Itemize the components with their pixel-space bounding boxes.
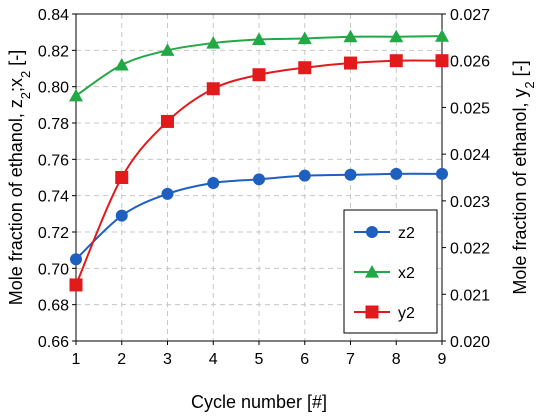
legend-marker	[366, 226, 378, 238]
data-point-z2	[70, 253, 82, 266]
legend: z2 x2 y2	[343, 209, 438, 334]
data-point-z2	[436, 167, 448, 180]
data-point-x2	[69, 88, 83, 102]
data-point-z2	[161, 187, 174, 200]
y-left-tick-label: 0.72	[38, 225, 69, 242]
data-point-x2	[389, 29, 404, 43]
data-point-y2	[344, 56, 357, 70]
y-axis-left-label: Mole fraction of ethanol, z2;x2 [-]	[6, 50, 33, 306]
x-tick-label: 1	[72, 351, 81, 368]
data-point-z2	[207, 176, 220, 189]
x-tick-label: 7	[346, 351, 355, 368]
data-point-y2	[115, 171, 129, 184]
legend-item-x2: x2	[354, 265, 415, 282]
y-left-tick-label: 0.78	[38, 116, 69, 133]
x-tick-label: 9	[438, 351, 447, 368]
x-tick-label: 6	[300, 351, 309, 368]
data-point-z2	[344, 168, 357, 181]
y-right-tick-label: 0.021	[450, 287, 490, 304]
legend-marker	[365, 265, 379, 278]
x-tick-label: 4	[209, 351, 218, 368]
data-point-x2	[343, 29, 358, 43]
data-point-x2	[114, 57, 129, 71]
data-point-y2	[252, 68, 266, 82]
y-left-tick-label: 0.84	[38, 7, 69, 24]
data-point-z2	[115, 209, 128, 222]
data-point-y2	[161, 114, 174, 128]
legend-label: y2	[398, 305, 415, 322]
y-right-tick-label: 0.026	[450, 54, 490, 71]
legend-item-z2: z2	[354, 225, 415, 242]
y-left-tick-label: 0.76	[38, 152, 69, 169]
y-right-tick-label: 0.025	[450, 100, 490, 117]
legend-label: x2	[398, 265, 415, 282]
series-x2	[69, 29, 449, 102]
left-axis-ticks: 0.66 0.68 0.70 0.72 0.74 0.76 0.78 0.80 0.82 0.84	[38, 7, 76, 351]
legend-label: z2	[398, 225, 415, 242]
legend-item-y2: y2	[354, 305, 415, 322]
y-right-tick-label: 0.023	[450, 194, 490, 211]
x-tick-label: 8	[392, 351, 401, 368]
data-point-z2	[253, 173, 265, 186]
data-point-x2	[297, 31, 312, 45]
x-axis-label: Cycle number [#]	[191, 392, 327, 412]
y-right-tick-label: 0.020	[450, 334, 490, 351]
y-left-tick-label: 0.66	[38, 334, 69, 351]
data-point-x2	[252, 32, 266, 46]
series-z2	[70, 167, 448, 266]
x-tick-label: 5	[255, 351, 264, 368]
data-point-z2	[298, 169, 311, 182]
data-point-y2	[435, 54, 449, 68]
y-right-tick-label: 0.022	[450, 241, 490, 258]
data-point-y2	[298, 61, 312, 75]
y-left-tick-label: 0.70	[38, 261, 69, 278]
data-point-y2	[69, 278, 83, 292]
data-point-z2	[390, 167, 403, 180]
right-axis-ticks: 0.020 0.021 0.022 0.023 0.024 0.025 0.026 0.027	[442, 7, 490, 351]
x-tick-label: 2	[117, 351, 126, 368]
y-right-tick-label: 0.024	[450, 147, 490, 164]
y-left-tick-label: 0.82	[38, 43, 69, 60]
legend-marker	[365, 305, 379, 319]
x-tick-label: 3	[163, 351, 172, 368]
data-point-x2	[435, 29, 449, 42]
data-point-x2	[206, 36, 221, 49]
series	[69, 29, 449, 292]
data-point-y2	[206, 82, 220, 96]
y-left-tick-label: 0.68	[38, 298, 69, 315]
x-axis-ticks: 1 2 3 4 5 6 7 8 9	[72, 341, 447, 368]
data-point-y2	[389, 54, 403, 68]
y-left-tick-label: 0.80	[38, 80, 69, 97]
y-left-tick-label: 0.74	[38, 189, 69, 206]
y-axis-right-label: Mole fraction of ethanol, y2 [-]	[510, 60, 537, 294]
data-point-x2	[160, 43, 175, 56]
y-right-tick-label: 0.027	[450, 7, 490, 24]
series-y2	[69, 54, 449, 292]
